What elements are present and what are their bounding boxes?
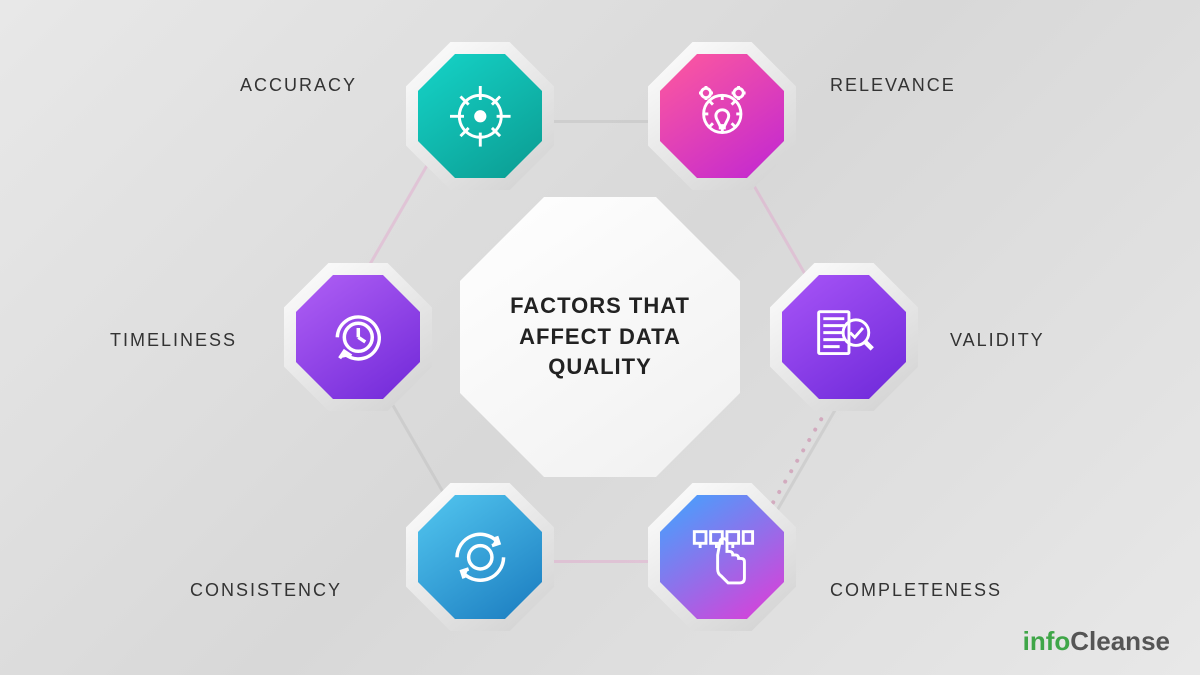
node-consistency [406, 483, 554, 631]
label-relevance: RELEVANCE [830, 75, 956, 96]
node-accuracy [406, 42, 554, 190]
label-validity: VALIDITY [950, 330, 1045, 351]
label-consistency: CONSISTENCY [190, 580, 342, 601]
label-timeliness: TIMELINESS [110, 330, 237, 351]
node-timeliness [284, 263, 432, 411]
crosshair-icon [443, 79, 518, 154]
node-completeness [648, 483, 796, 631]
radial-diagram: FACTORS THAT AFFECT DATA QUALITY ACCURAC… [0, 0, 1200, 675]
center-octagon: FACTORS THAT AFFECT DATA QUALITY [460, 197, 740, 477]
logo-part-2: Cleanse [1070, 626, 1170, 656]
label-accuracy: ACCURACY [240, 75, 357, 96]
clock-history-icon [321, 300, 396, 375]
logo-part-1: info [1023, 626, 1071, 656]
refresh-circle-icon [443, 520, 518, 595]
hand-select-icon [685, 520, 760, 595]
center-title: FACTORS THAT AFFECT DATA QUALITY [460, 291, 740, 383]
node-validity [770, 263, 918, 411]
node-relevance [648, 42, 796, 190]
logo: infoCleanse [1023, 626, 1170, 657]
label-completeness: COMPLETENESS [830, 580, 1002, 601]
lightbulb-gear-icon [685, 79, 760, 154]
document-check-icon [807, 300, 882, 375]
